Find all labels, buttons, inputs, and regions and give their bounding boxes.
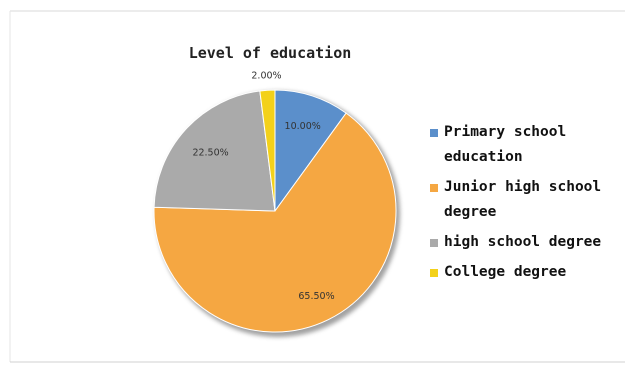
chart-title: Level of education bbox=[188, 44, 352, 62]
legend-swatch-3 bbox=[430, 269, 438, 277]
pie-slice-0 bbox=[274, 89, 347, 213]
pie-slice-1 bbox=[153, 112, 397, 333]
pie-slice-3 bbox=[259, 89, 276, 212]
legend-label: Junior high school degree bbox=[444, 179, 602, 220]
legend-swatch-0 bbox=[430, 129, 438, 137]
legend-label: Primary school education bbox=[444, 124, 567, 165]
legend-item: College degree bbox=[428, 260, 628, 285]
legend-item: high school degree bbox=[428, 230, 628, 255]
data-label-2: 22.50% bbox=[192, 147, 228, 158]
data-label-1: 65.50% bbox=[298, 291, 334, 302]
legend-item: Primary school education bbox=[428, 120, 628, 170]
data-label-0: 10.00% bbox=[285, 121, 321, 132]
legend-label: high school degree bbox=[444, 234, 602, 250]
legend-swatch-1 bbox=[430, 184, 438, 192]
data-label-3: 2.00% bbox=[251, 71, 281, 82]
legend-item: Junior high school degree bbox=[428, 175, 628, 225]
pie-slice-2 bbox=[153, 90, 276, 212]
legend-label: College degree bbox=[444, 264, 567, 280]
legend-swatch-2 bbox=[430, 239, 438, 247]
chart-legend: Primary school education Junior high sch… bbox=[428, 120, 628, 290]
